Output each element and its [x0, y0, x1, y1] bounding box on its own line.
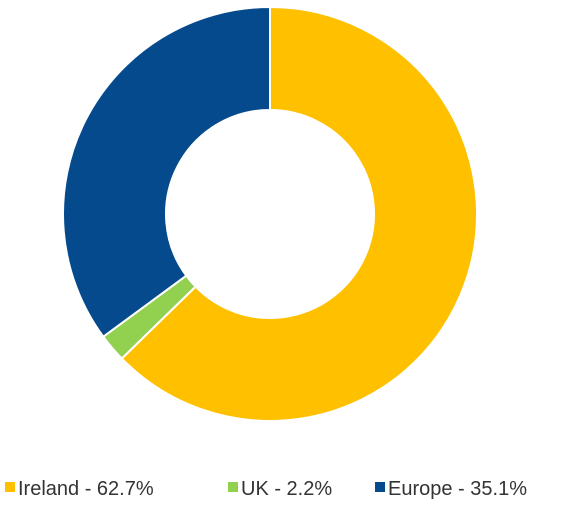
legend-label-2: Europe - 35.1%: [388, 478, 527, 500]
legend-item-0: Ireland - 62.7%: [5, 478, 154, 500]
legend-item-1: UK - 2.2%: [228, 478, 332, 500]
legend-swatch-0: [5, 482, 15, 492]
legend-swatch-2: [375, 482, 385, 492]
legend-swatch-1: [228, 482, 238, 492]
chart-legend: Ireland - 62.7% UK - 2.2% Europe - 35.1%: [5, 478, 527, 500]
legend-label-0: Ireland - 62.7%: [18, 478, 154, 500]
donut-slices: [62, 6, 478, 422]
legend-label-1: UK - 2.2%: [241, 478, 332, 500]
donut-slice-0: [120, 6, 478, 422]
donut-slice-2: [62, 6, 271, 338]
legend-item-2: Europe - 35.1%: [375, 478, 527, 500]
